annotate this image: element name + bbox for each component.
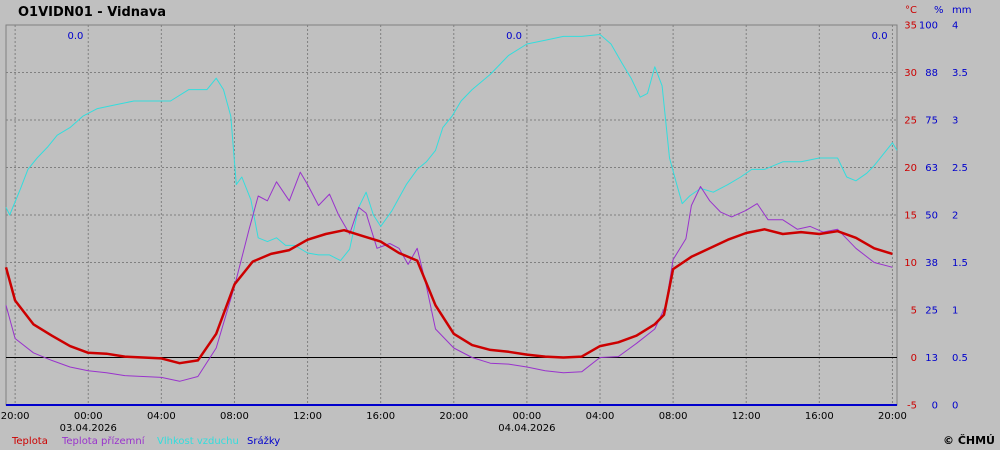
y-tick-label: -5 <box>907 401 917 412</box>
x-tick-label: 20:00 <box>1 411 30 422</box>
y-tick-label: 75 <box>925 116 938 127</box>
y-tick-label: 50 <box>925 211 938 222</box>
y-tick-label: 1.5 <box>952 258 968 269</box>
y-tick-label: 25 <box>925 306 938 317</box>
series-line-teplota <box>4 228 893 365</box>
axis-unit-label: °C <box>905 5 917 16</box>
x-tick-label: 16:00 <box>366 411 395 422</box>
y-tick-label: 3.5 <box>952 68 968 79</box>
y-tick-label: 0 <box>911 353 917 364</box>
y-tick-label: 1 <box>952 306 958 317</box>
x-tick-label: 20:00 <box>439 411 468 422</box>
legend-item: Srážky <box>247 435 280 447</box>
y-tick-label: 2 <box>952 211 958 222</box>
chart-title: O1VIDN01 - Vidnava <box>18 5 166 20</box>
precipitation-totals: 0.0 0.0 0.0 <box>67 31 887 42</box>
y-tick-label: 38 <box>925 258 938 269</box>
y-tick-label: 63 <box>925 163 938 174</box>
y-tick-label: 0 <box>952 401 958 412</box>
y-tick-label: 5 <box>911 306 917 317</box>
axis-unit-label: mm <box>952 5 971 16</box>
x-tick-label: 04:00 <box>147 411 176 422</box>
copyright: © ČHMÚ <box>943 434 995 447</box>
legend-item: Teplota <box>11 436 48 447</box>
y-tick-label: 2.5 <box>952 163 968 174</box>
x-tick-label: 08:00 <box>220 411 249 422</box>
y-tick-label: 15 <box>904 211 917 222</box>
axis-unit-label: % <box>934 5 944 16</box>
y-tick-label: 25 <box>904 116 917 127</box>
precip-total-label: 0.0 <box>872 31 888 42</box>
x-tick-label: 16:00 <box>805 411 834 422</box>
y-axis-ticks: -505101520253035°C013253850637588100%00.… <box>904 5 971 412</box>
y-tick-label: 0 <box>932 401 938 412</box>
series-layer <box>4 34 898 406</box>
y-tick-label: 30 <box>904 68 917 79</box>
y-tick-label: 4 <box>952 21 958 32</box>
y-tick-label: 3 <box>952 116 958 127</box>
x-tick-label: 08:00 <box>659 411 688 422</box>
x-tick-label: 00:00 <box>74 411 103 422</box>
y-tick-label: 0.5 <box>952 353 968 364</box>
x-tick-label: 20:00 <box>878 411 907 422</box>
x-date-label: 04.04.2026 <box>498 423 555 434</box>
legend-item: Teplota přízemní <box>61 435 146 447</box>
y-tick-label: 100 <box>919 21 938 32</box>
x-tick-label: 00:00 <box>512 411 541 422</box>
legend-item: Vlhkost vzduchu <box>157 436 239 447</box>
x-tick-label: 04:00 <box>586 411 615 422</box>
precip-total-label: 0.0 <box>67 31 83 42</box>
y-tick-label: 20 <box>904 163 917 174</box>
x-tick-label: 12:00 <box>732 411 761 422</box>
series-line-vlhkost-vzduchu <box>5 34 898 262</box>
y-tick-label: 88 <box>925 68 938 79</box>
y-tick-label: 35 <box>904 21 917 32</box>
legend: Teplota Teplota přízemní Vlhkost vzduchu Sr… <box>11 435 280 447</box>
precip-total-label: 0.0 <box>506 31 522 42</box>
y-tick-label: 10 <box>904 258 917 269</box>
y-tick-label: 13 <box>925 353 938 364</box>
x-date-label: 03.04.2026 <box>60 423 117 434</box>
x-tick-label: 12:00 <box>293 411 322 422</box>
